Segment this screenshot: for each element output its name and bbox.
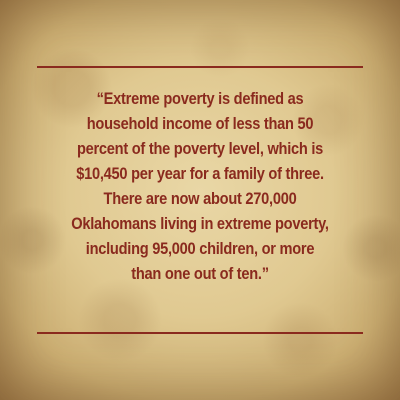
quote-line: Oklahomans living in extreme poverty, — [71, 214, 329, 233]
quote-line: household income of less than 50 — [86, 114, 314, 133]
quote-text: “Extreme poverty is defined as household… — [62, 86, 337, 286]
quote-line: percent of the poverty level, which is — [76, 139, 324, 158]
quote-line: $10,450 per year for a family of three. — [76, 164, 324, 183]
top-divider — [37, 66, 363, 68]
quote-line: “Extreme poverty is defined as — [96, 89, 304, 108]
quote-line: There are now about 270,000 — [103, 189, 297, 208]
quote-line: than one out of ten.” — [131, 264, 269, 283]
bottom-divider — [37, 332, 363, 334]
quote-line: including 95,000 children, or more — [85, 239, 315, 258]
